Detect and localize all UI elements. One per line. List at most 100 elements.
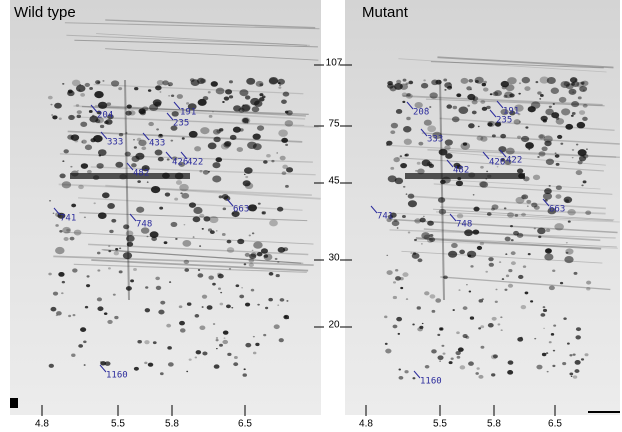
spot	[226, 304, 231, 309]
spot	[84, 305, 89, 309]
spot	[577, 160, 583, 165]
spot	[260, 248, 269, 254]
spot	[126, 241, 134, 247]
spot	[547, 207, 557, 215]
spot	[386, 144, 389, 146]
spot	[480, 325, 485, 329]
spot	[543, 327, 545, 330]
spot	[278, 129, 288, 137]
spot	[217, 272, 222, 277]
spot	[392, 281, 397, 284]
spot	[244, 252, 250, 257]
spot	[500, 316, 503, 319]
spot	[263, 333, 267, 337]
spot	[406, 116, 411, 121]
arrow	[129, 213, 137, 222]
arrow	[180, 151, 188, 160]
spot	[402, 78, 407, 82]
spot	[249, 253, 257, 260]
spot	[148, 121, 154, 127]
spot	[429, 92, 438, 99]
spot	[55, 246, 65, 255]
arrow	[166, 112, 174, 121]
spot	[560, 80, 570, 89]
spot	[80, 327, 87, 332]
spot	[257, 202, 261, 205]
spot	[71, 79, 81, 87]
arrow	[499, 149, 507, 158]
spot	[400, 163, 408, 169]
mw-label: 30	[328, 253, 340, 264]
spot	[277, 261, 280, 263]
spot	[582, 180, 587, 184]
spot	[571, 112, 576, 115]
spot	[571, 148, 575, 151]
spot	[393, 82, 403, 90]
spot	[569, 354, 573, 357]
spot	[570, 114, 574, 117]
spot	[197, 273, 204, 278]
spot	[250, 97, 260, 106]
spot	[119, 247, 122, 250]
spot	[108, 245, 111, 247]
spot	[284, 110, 289, 114]
spot	[554, 152, 557, 154]
spot	[285, 184, 289, 188]
spot	[510, 224, 513, 228]
spot	[157, 133, 164, 139]
spot	[149, 103, 159, 111]
spot	[567, 220, 571, 223]
spot	[281, 99, 287, 104]
spot	[416, 161, 421, 165]
spot	[52, 291, 59, 296]
spot	[386, 254, 389, 257]
spot	[248, 234, 251, 237]
streak	[88, 243, 309, 256]
spot	[102, 80, 105, 82]
spot	[538, 134, 546, 140]
spot	[50, 103, 53, 106]
spot	[421, 232, 431, 239]
spot	[170, 221, 178, 228]
spot	[387, 214, 394, 219]
spot	[527, 106, 536, 113]
spot	[471, 110, 477, 115]
spot	[278, 338, 284, 343]
spot	[421, 243, 423, 245]
spot	[168, 84, 171, 87]
spot	[263, 254, 269, 258]
spot	[536, 364, 543, 370]
spot	[457, 94, 460, 96]
spot	[533, 227, 536, 230]
spot	[262, 211, 265, 215]
spot	[251, 232, 255, 235]
spot	[421, 322, 424, 325]
spot	[559, 281, 564, 285]
spot	[548, 105, 552, 109]
spot	[286, 300, 289, 302]
spot	[444, 89, 447, 91]
spot-label: 333	[427, 135, 443, 145]
spot	[208, 275, 214, 280]
spot	[504, 159, 512, 165]
spot	[102, 192, 110, 199]
spot	[440, 179, 446, 185]
spot	[396, 316, 403, 322]
spot	[83, 364, 86, 366]
spot	[133, 146, 137, 149]
spot	[468, 361, 474, 366]
spot	[578, 155, 587, 162]
spot	[126, 235, 135, 242]
spot	[76, 169, 79, 172]
spot	[265, 306, 269, 310]
spot	[462, 142, 468, 146]
spot	[271, 159, 275, 163]
spot	[80, 163, 89, 169]
spot	[259, 93, 264, 97]
spot	[450, 357, 454, 360]
spot	[225, 89, 233, 95]
streak	[414, 240, 618, 249]
spot	[492, 354, 498, 359]
spot	[199, 213, 205, 218]
spot	[431, 349, 437, 354]
